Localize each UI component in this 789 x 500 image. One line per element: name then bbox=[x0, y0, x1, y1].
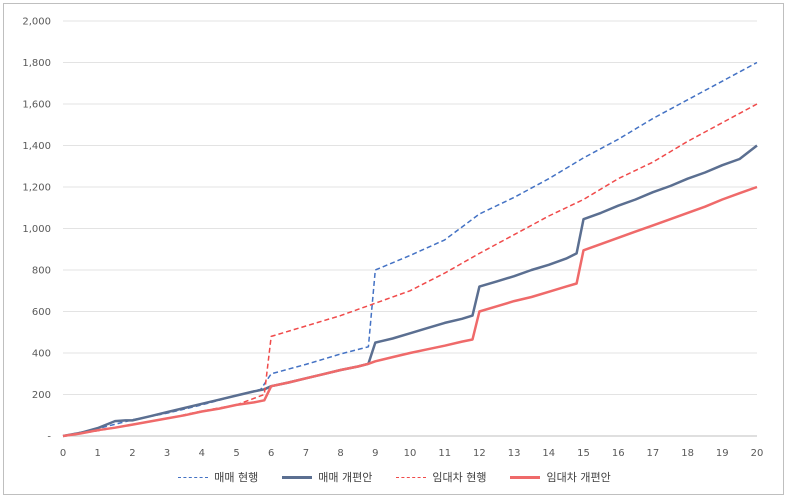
legend-swatch bbox=[178, 476, 209, 478]
y-tick-label: 1,200 bbox=[22, 183, 51, 194]
x-tick-label: 4 bbox=[199, 448, 205, 459]
x-tick-label: 8 bbox=[337, 448, 343, 459]
x-tick-label: 10 bbox=[404, 448, 417, 459]
x-tick-label: 20 bbox=[751, 448, 764, 459]
legend-swatch bbox=[510, 475, 541, 479]
legend-label: 임대차 현행 bbox=[432, 471, 487, 484]
x-tick-label: 1 bbox=[95, 448, 101, 459]
legend-swatch bbox=[396, 476, 427, 478]
chart-frame: -200 400 600 800 1,000 1,200 1,400 1,600 1,800 2,… bbox=[3, 3, 784, 495]
legend-label: 매매 현행 bbox=[214, 471, 259, 484]
gridlines bbox=[63, 20, 757, 437]
x-tick-label: 16 bbox=[612, 448, 625, 459]
y-tick-label: 600 bbox=[32, 307, 51, 318]
legend-item-2: 매매 개편안 bbox=[282, 469, 372, 485]
legend-item-3: 임대차 현행 bbox=[396, 469, 486, 485]
line-chart: -2004006008001,0001,2001,4001,6001,8002,… bbox=[22, 17, 764, 460]
x-tick-label: 14 bbox=[542, 448, 555, 459]
x-tick-label: 3 bbox=[164, 448, 170, 459]
x-tick-label: 2 bbox=[129, 448, 135, 459]
legend: 매매 현행 매매 개편안 임대차 현행 임대차 개편안 bbox=[4, 469, 785, 485]
series-line-4 bbox=[62, 185, 758, 438]
series-line-1 bbox=[62, 61, 758, 437]
y-tick-label: 1,800 bbox=[22, 58, 51, 69]
legend-item-1: 매매 현행 bbox=[178, 469, 258, 485]
series-lines bbox=[62, 61, 758, 438]
x-axis-ticks: 0 1 2 3 4 5 6 7 8 9 10 11 12 13 14 15 16 17 18 19 20 bbox=[60, 448, 764, 459]
x-tick-label: 18 bbox=[681, 448, 694, 459]
legend-label: 매매 개편안 bbox=[318, 471, 373, 484]
x-tick-label: 5 bbox=[233, 448, 239, 459]
legend-label: 임대차 개편안 bbox=[546, 471, 611, 484]
x-tick-label: 12 bbox=[473, 448, 486, 459]
y-tick-label: 200 bbox=[32, 390, 51, 401]
y-tick-label: 1,600 bbox=[22, 100, 51, 111]
x-tick-label: 19 bbox=[716, 448, 729, 459]
series-line-2 bbox=[62, 144, 758, 438]
y-tick-label: 800 bbox=[32, 266, 51, 277]
y-tick-label: 2,000 bbox=[22, 17, 51, 28]
legend-item-4: 임대차 개편안 bbox=[510, 469, 611, 485]
y-tick-label: - bbox=[47, 432, 51, 443]
x-tick-label: 15 bbox=[577, 448, 590, 459]
x-tick-label: 7 bbox=[303, 448, 309, 459]
legend-swatch bbox=[282, 475, 313, 479]
x-tick-label: 0 bbox=[60, 448, 66, 459]
x-tick-label: 6 bbox=[268, 448, 274, 459]
x-tick-label: 13 bbox=[508, 448, 521, 459]
x-tick-label: 11 bbox=[438, 448, 451, 459]
y-tick-label: 1,400 bbox=[22, 141, 51, 152]
y-axis-ticks: - 200 400 600 800 1,000 1,200 1,400 1,600 1,800 2,… bbox=[22, 17, 51, 443]
y-tick-label: 1,000 bbox=[22, 224, 51, 235]
x-tick-label: 17 bbox=[647, 448, 660, 459]
y-tick-label: 400 bbox=[32, 349, 51, 360]
x-tick-label: 9 bbox=[372, 448, 378, 459]
